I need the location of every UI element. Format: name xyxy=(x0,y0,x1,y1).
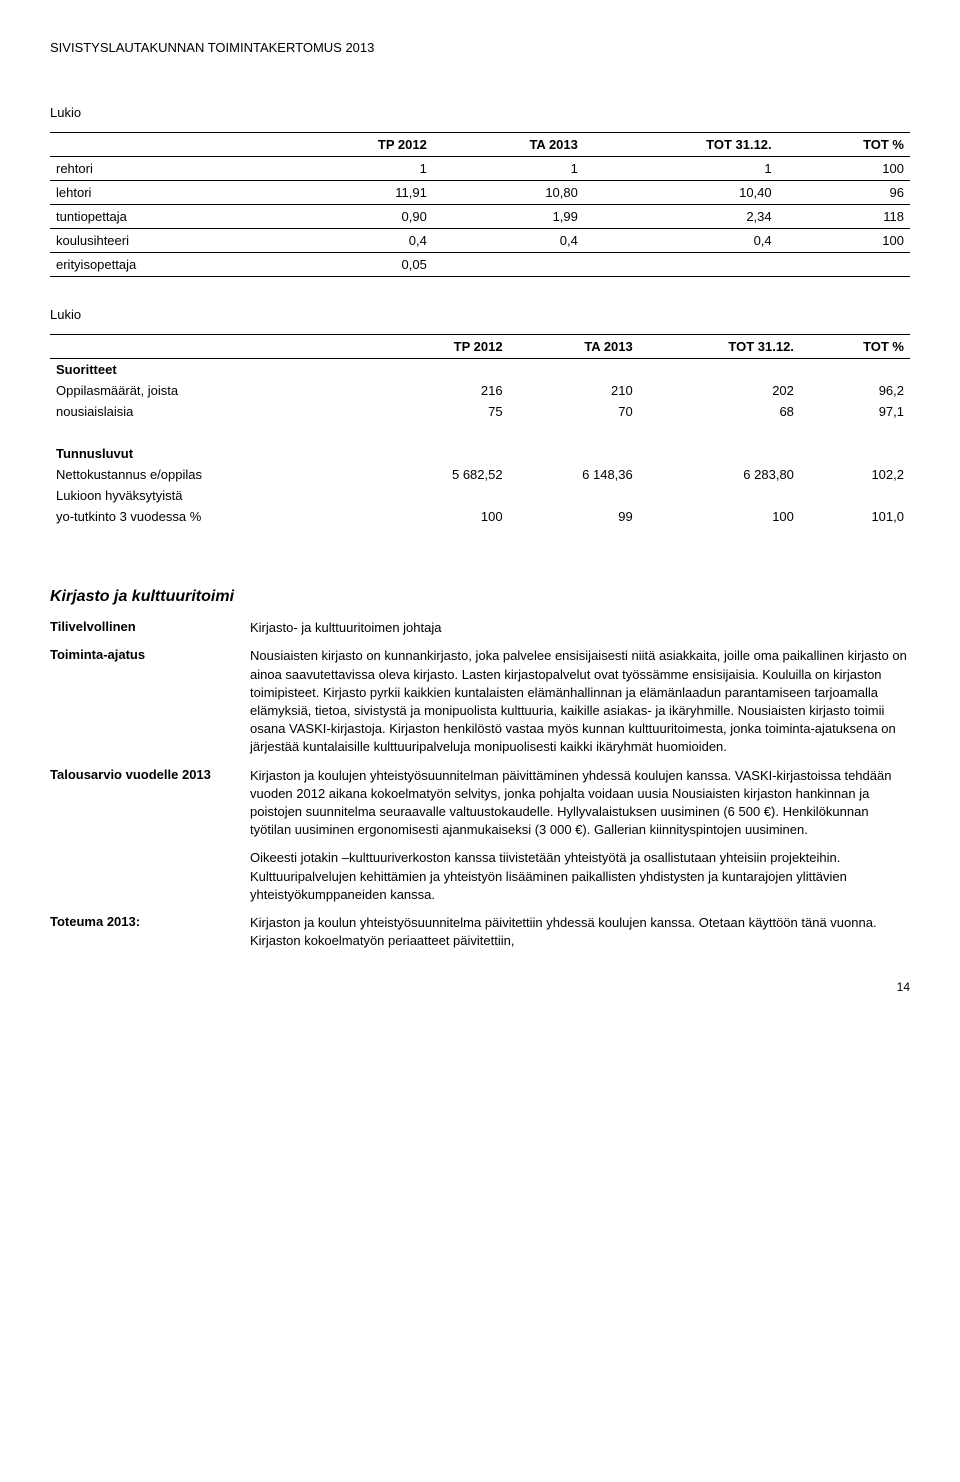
table-cell: 102,2 xyxy=(800,464,910,485)
table-lukio-staff: TP 2012TA 2013TOT 31.12.TOT % rehtori111… xyxy=(50,132,910,277)
table-cell: 0,90 xyxy=(281,205,433,229)
table-cell: 100 xyxy=(378,506,508,527)
table-cell: 5 682,52 xyxy=(378,464,508,485)
table-lukio-metrics: TP 2012TA 2013TOT 31.12.TOT % Suoritteet… xyxy=(50,334,910,548)
table-row: koulusihteeri0,40,40,4100 xyxy=(50,229,910,253)
table-cell: 97,1 xyxy=(800,401,910,422)
toteuma-text: Kirjaston ja koulun yhteistyösuunnitelma… xyxy=(250,914,910,950)
table-cell: 100 xyxy=(639,506,800,527)
table-cell: Oppilasmäärät, joista xyxy=(50,380,378,401)
table-cell: yo-tutkinto 3 vuodessa % xyxy=(50,506,378,527)
col-header: TOT % xyxy=(800,335,910,359)
col-header xyxy=(50,133,281,157)
table-cell xyxy=(509,485,639,506)
col-header: TOT 31.12. xyxy=(584,133,778,157)
row-group-head: Suoritteet xyxy=(50,359,910,381)
col-header: TA 2013 xyxy=(433,133,584,157)
col-header xyxy=(50,335,378,359)
table-cell xyxy=(800,485,910,506)
table-cell: 70 xyxy=(509,401,639,422)
table2-caption: Lukio xyxy=(50,307,910,322)
table-row: yo-tutkinto 3 vuodessa %10099100101,0 xyxy=(50,506,910,527)
table-cell: 101,0 xyxy=(800,506,910,527)
table-cell: 216 xyxy=(378,380,508,401)
table-cell: tuntiopettaja xyxy=(50,205,281,229)
table-cell: 99 xyxy=(509,506,639,527)
table-cell: lehtori xyxy=(50,181,281,205)
table-cell: 0,05 xyxy=(281,253,433,277)
table-cell: 1 xyxy=(281,157,433,181)
kv-text: Kirjaston ja koulujen yhteistyösuunnitel… xyxy=(250,767,910,840)
table-cell: 210 xyxy=(509,380,639,401)
table-cell xyxy=(378,485,508,506)
table-row: Oppilasmäärät, joista21621020296,2 xyxy=(50,380,910,401)
table-cell xyxy=(639,485,800,506)
table-cell xyxy=(584,253,778,277)
table-cell: erityisopettaja xyxy=(50,253,281,277)
table-row: Lukioon hyväksytyistä xyxy=(50,485,910,506)
table-cell: nousiaislaisia xyxy=(50,401,378,422)
col-header: TP 2012 xyxy=(281,133,433,157)
table-cell: 10,80 xyxy=(433,181,584,205)
table-cell: 6 283,80 xyxy=(639,464,800,485)
table-cell: Lukioon hyväksytyistä xyxy=(50,485,378,506)
table-cell: 0,4 xyxy=(433,229,584,253)
table-cell: koulusihteeri xyxy=(50,229,281,253)
table-cell: 6 148,36 xyxy=(509,464,639,485)
subsection-title: Kirjasto ja kulttuuritoimi xyxy=(50,588,910,606)
table-cell: 96,2 xyxy=(800,380,910,401)
page-number: 14 xyxy=(50,980,910,994)
table-cell: 1 xyxy=(433,157,584,181)
col-header: TA 2013 xyxy=(509,335,639,359)
table-row: rehtori111100 xyxy=(50,157,910,181)
table-cell: 118 xyxy=(778,205,910,229)
table-cell: 100 xyxy=(778,157,910,181)
table-cell: 1 xyxy=(584,157,778,181)
table-cell: 96 xyxy=(778,181,910,205)
table-cell: 1,99 xyxy=(433,205,584,229)
col-header: TOT 31.12. xyxy=(639,335,800,359)
page-header: SIVISTYSLAUTAKUNNAN TOIMINTAKERTOMUS 201… xyxy=(50,40,910,55)
table-cell xyxy=(778,253,910,277)
table-cell: 11,91 xyxy=(281,181,433,205)
empty-label xyxy=(50,849,250,904)
table-cell: 75 xyxy=(378,401,508,422)
table1-caption: Lukio xyxy=(50,105,910,120)
col-header: TP 2012 xyxy=(378,335,508,359)
table-row: erityisopettaja0,05 xyxy=(50,253,910,277)
table-cell: 10,40 xyxy=(584,181,778,205)
toteuma-label: Toteuma 2013: xyxy=(50,914,250,950)
table-row: tuntiopettaja0,901,992,34118 xyxy=(50,205,910,229)
table-cell: Nettokustannus e/oppilas xyxy=(50,464,378,485)
kv-text: Kirjasto- ja kulttuuritoimen johtaja xyxy=(250,619,441,637)
kv-text: Nousiaisten kirjasto on kunnankirjasto, … xyxy=(250,647,910,756)
table-cell: 202 xyxy=(639,380,800,401)
table-row: lehtori11,9110,8010,4096 xyxy=(50,181,910,205)
table-row: nousiaislaisia75706897,1 xyxy=(50,401,910,422)
paragraph-extra: Oikeesti jotakin –kulttuuriverkoston kan… xyxy=(250,849,910,904)
table-row: Nettokustannus e/oppilas5 682,526 148,36… xyxy=(50,464,910,485)
kv-label: Toiminta-ajatus xyxy=(50,647,250,756)
table-cell: 0,4 xyxy=(281,229,433,253)
table-cell xyxy=(433,253,584,277)
table-cell: 68 xyxy=(639,401,800,422)
table-cell: rehtori xyxy=(50,157,281,181)
table-cell: 0,4 xyxy=(584,229,778,253)
col-header: TOT % xyxy=(778,133,910,157)
table-cell: 2,34 xyxy=(584,205,778,229)
row-group-head: Tunnusluvut xyxy=(50,443,910,464)
kv-label: Tilivelvollinen xyxy=(50,619,250,637)
kv-label: Talousarvio vuodelle 2013 xyxy=(50,767,250,840)
table-cell: 100 xyxy=(778,229,910,253)
